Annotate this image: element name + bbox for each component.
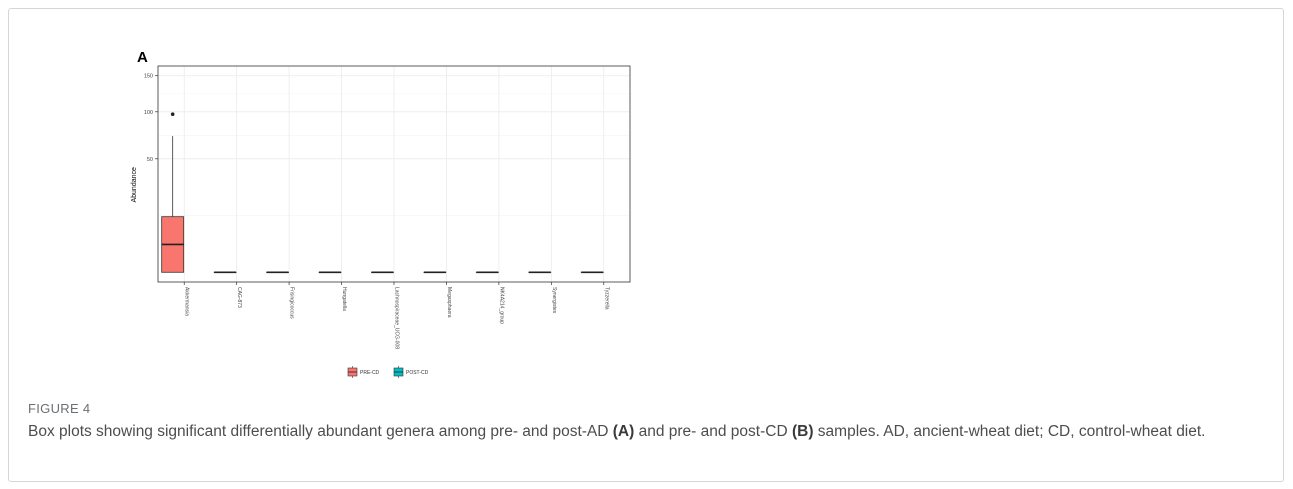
x-tick-label: Tyzzerella [603,287,609,310]
x-tick-label: Megasphaera [446,287,452,318]
x-tick-label: Frisingicoccus [289,287,295,319]
panel-letter: A [137,49,148,66]
y-axis-label: Abundance [131,167,138,203]
x-tick-label: Hungatella [341,287,347,311]
caption-part-1: Box plots showing significant differenti… [28,423,613,440]
figure-caption: Box plots showing significant differenti… [28,420,1258,443]
legend-entry: POST-CD [393,366,429,378]
x-tick-label: NK4A214_group [498,287,504,324]
chart-panel-a: A 50 100 150 Abundance Akkermansia CAG-873 Fris… [131,49,631,378]
x-tick-label: Akkermansia [184,287,190,316]
caption-part-3: samples. AD, ancient-wheat diet; CD, con… [813,423,1206,440]
y-tick-label: 100 [144,110,153,116]
legend-label: POST-CD [406,370,429,376]
x-tick-label: CAG-873 [236,287,242,308]
legend-entry: PRE-CD [347,366,380,378]
legend-label: PRE-CD [360,370,380,376]
caption-ref-b: (B) [791,423,814,440]
x-tick-label: Lachnospiraceae_UCG-008 [394,287,400,349]
y-tick-label: 150 [144,74,153,80]
figure-border [8,8,1284,482]
y-tick-label: 50 [147,157,153,163]
caption-part-2: and pre- and post-CD [634,423,792,440]
caption-ref-a: (A) [612,423,635,440]
outlier-point [170,112,175,117]
figure-label: FIGURE 4 [28,401,91,416]
box-0-0 [161,112,185,273]
x-tick-label: Synergistes [551,287,557,314]
